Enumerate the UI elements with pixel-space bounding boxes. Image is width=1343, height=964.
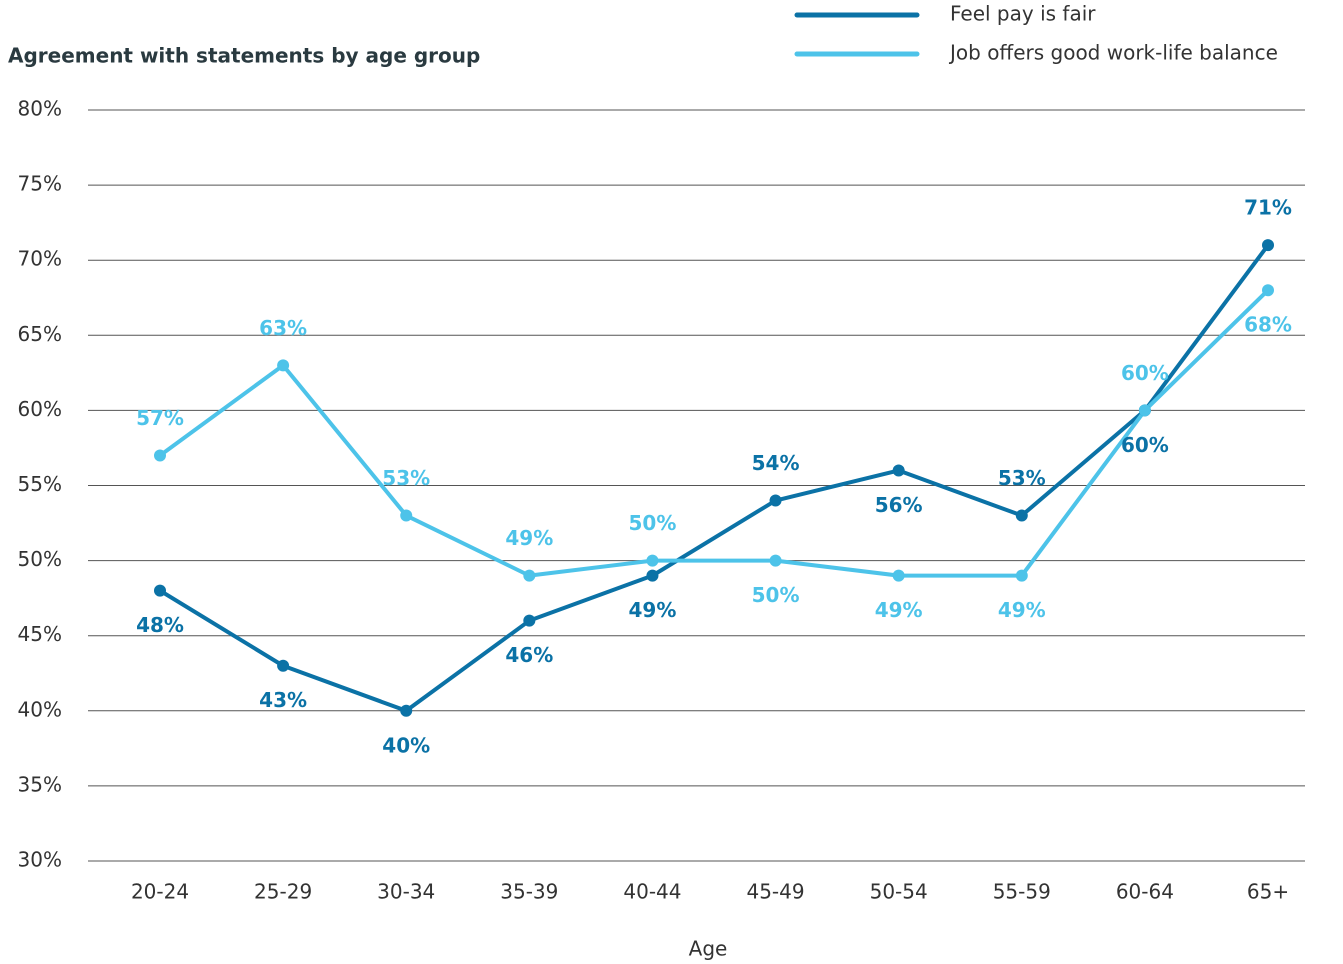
x-axis-label: Age [689,937,728,961]
data-point [400,509,413,522]
value-label: 53% [382,466,430,490]
value-label: 49% [875,598,923,622]
value-label: 40% [382,733,430,757]
value-label: 63% [259,316,307,340]
value-label: 68% [1244,313,1292,337]
value-label: 50% [752,583,800,607]
y-tick-label: 35% [18,772,62,796]
x-tick-label: 35-39 [500,880,558,904]
value-label: 46% [505,643,553,667]
value-label: 49% [629,598,677,622]
data-point [646,554,659,567]
x-tick-label: 50-54 [870,880,928,904]
y-tick-label: 45% [18,622,62,646]
x-tick-label: 60-64 [1116,880,1174,904]
value-label: 49% [998,598,1046,622]
data-point [769,494,782,507]
y-tick-label: 70% [18,247,62,271]
data-point [769,554,782,567]
x-tick-label: 20-24 [131,880,189,904]
value-label: 53% [998,466,1046,490]
value-label: 48% [136,613,184,637]
chart-title: Agreement with statements by age group [8,44,480,68]
y-tick-label: 60% [18,397,62,421]
x-tick-label: 30-34 [377,880,435,904]
data-point [1262,284,1274,297]
x-tick-label: 65+ [1247,880,1289,904]
x-tick-label: 55-59 [993,880,1051,904]
value-label: 50% [629,511,677,535]
y-tick-label: 75% [18,172,62,196]
y-tick-label: 65% [18,322,62,346]
data-point [1015,509,1028,522]
value-label: 49% [505,526,553,550]
y-tick-label: 30% [18,848,62,872]
y-tick-label: 40% [18,697,62,721]
y-tick-label: 80% [18,97,62,121]
data-point [400,704,413,717]
series-line [158,288,1270,578]
data-point [892,464,905,477]
data-point [1138,404,1151,417]
value-label: 71% [1244,196,1292,220]
data-point [523,614,536,627]
data-point [277,659,290,672]
value-label: 56% [875,493,923,517]
value-label: 60% [1121,361,1169,385]
x-tick-label: 25-29 [254,880,312,904]
legend-label: Job offers good work-life balance [948,41,1278,65]
data-point [892,569,905,582]
series-line [158,243,1270,713]
data-point [646,569,659,582]
data-point [523,569,536,582]
y-tick-label: 50% [18,547,62,571]
value-label: 60% [1121,433,1169,457]
value-label: 43% [259,688,307,712]
data-point [1262,239,1274,252]
legend-label: Feel pay is fair [950,2,1096,26]
data-point [154,584,166,597]
value-label: 54% [752,451,800,475]
x-tick-label: 45-49 [746,880,804,904]
data-point [277,359,290,372]
value-label: 57% [136,406,184,430]
data-point [1015,569,1028,582]
y-tick-label: 55% [18,472,62,496]
data-point [154,449,166,462]
x-tick-label: 40-44 [623,880,681,904]
